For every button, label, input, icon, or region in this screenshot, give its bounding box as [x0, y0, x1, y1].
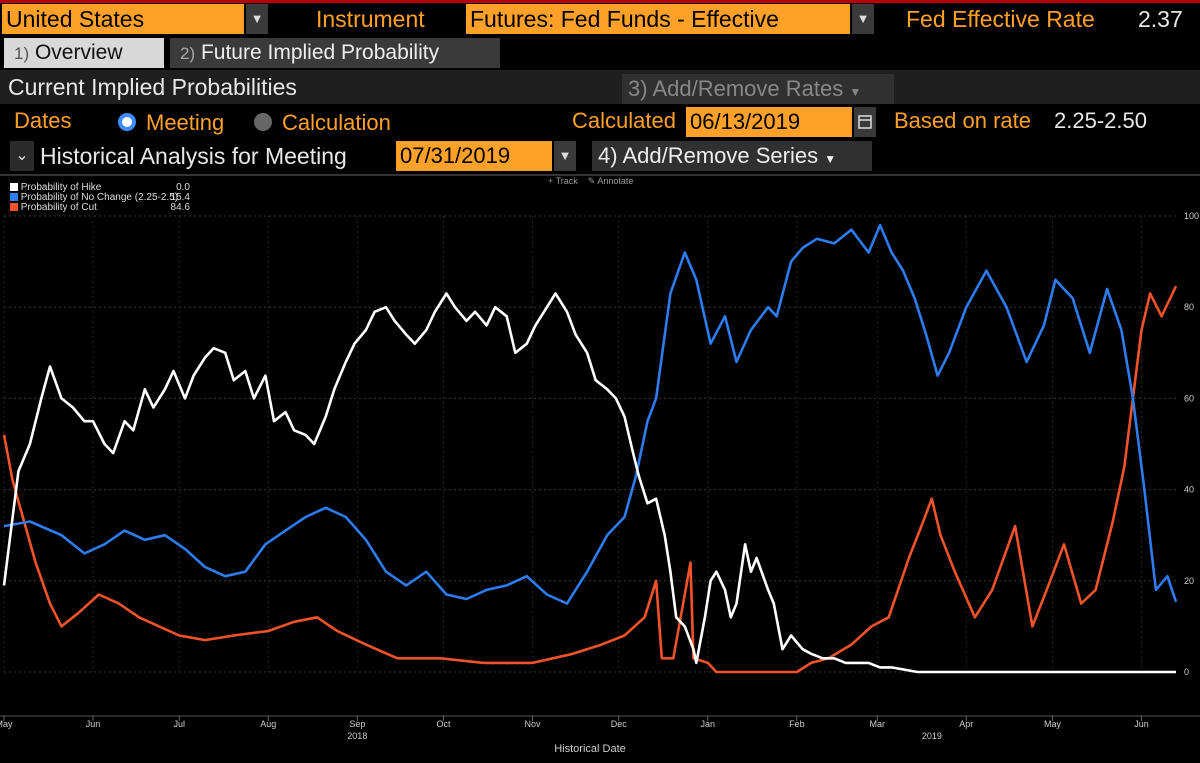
y-tick-label: 60 — [1184, 393, 1194, 403]
add-remove-series-label: 4) Add/Remove Series — [598, 143, 819, 168]
series-line-hike — [2, 292, 1176, 674]
tab-future-implied-probability[interactable]: 2) Future Implied Probability — [170, 38, 500, 68]
chevron-down-icon: ▼ — [849, 85, 862, 99]
rate-label: Fed Effective Rate — [906, 6, 1095, 32]
x-tick-label: Nov — [525, 719, 542, 729]
collapse-chevron-icon[interactable]: ⌄ — [10, 141, 34, 171]
x-tick-label: Oct — [436, 719, 451, 729]
chart-toolbar: + Track ✎ Annotate — [548, 176, 633, 187]
legend-label-nochange: Probability of No Change (2.25-2.5) — [20, 192, 179, 203]
x-tick-label: Feb — [789, 719, 805, 729]
probability-chart: 0 20 40 60 80 100 May Jun Jul Aug Sep Oct Nov Dec Jan F… — [0, 211, 1200, 755]
calendar-icon-svg — [858, 115, 872, 129]
calculated-label: Calculated — [572, 108, 676, 133]
instrument-label: Instrument — [316, 6, 425, 32]
y-tick-label: 0 — [1184, 667, 1189, 677]
add-remove-rates-button[interactable]: 3) Add/Remove Rates ▼ — [622, 74, 894, 104]
dates-label: Dates — [14, 108, 72, 133]
based-on-value: 2.25-2.50 — [1054, 108, 1147, 133]
y-tick-label: 80 — [1184, 302, 1194, 312]
historical-label: Historical Analysis for Meeting — [40, 143, 347, 169]
legend-item-hike: Probability of Hike 0.0 — [10, 183, 190, 193]
legend-swatch-cut — [10, 203, 18, 212]
chevron-down-icon: ▼ — [824, 152, 837, 166]
x-axis-title: Historical Date — [554, 743, 626, 755]
legend-swatch-nochange — [10, 193, 18, 202]
series-line-nochange — [3, 223, 1178, 605]
x-tick-label: Sep — [349, 719, 365, 729]
instrument-dropdown-button[interactable]: ▼ — [852, 4, 874, 34]
y-tick-label: 20 — [1184, 576, 1194, 586]
country-dropdown-button[interactable]: ▼ — [246, 4, 268, 34]
x-tick-label: Jan — [701, 719, 716, 729]
add-remove-rates-label: 3) Add/Remove Rates — [628, 76, 844, 101]
instrument-select[interactable]: Futures: Fed Funds - Effective — [466, 4, 850, 34]
x-tick-label: Jul — [173, 719, 185, 729]
tab-fip-number: 2) — [180, 44, 196, 63]
x-tick-label: Jun — [1134, 719, 1149, 729]
x-tick-label: May — [0, 719, 13, 729]
tab-overview-label: Overview — [34, 41, 123, 64]
legend-item-cut: Probability of Cut 84.6 — [10, 203, 190, 213]
x-year-label: 2019 — [922, 731, 942, 741]
radio-calculation-icon[interactable] — [254, 113, 272, 131]
country-select[interactable]: United States — [2, 4, 244, 34]
x-tick-label: Jun — [86, 719, 101, 729]
meeting-date-input[interactable]: 07/31/2019 — [396, 141, 552, 171]
radio-meeting-icon[interactable] — [118, 113, 136, 131]
legend-swatch-hike — [10, 183, 18, 192]
tab-fip-label: Future Implied Probability — [200, 41, 440, 64]
radio-meeting-label[interactable]: Meeting — [146, 110, 225, 135]
tab-overview-number: 1) — [14, 44, 30, 63]
calendar-icon[interactable] — [854, 107, 876, 137]
x-tick-label: Dec — [611, 719, 628, 729]
legend-value-cut: 84.6 — [170, 202, 190, 213]
track-button[interactable]: + Track — [548, 176, 578, 186]
series-line-cut — [2, 285, 1178, 674]
y-tick-label: 100 — [1184, 211, 1199, 221]
x-tick-label: Mar — [870, 719, 886, 729]
y-tick-label: 40 — [1184, 485, 1194, 495]
chart-legend: Probability of Hike 0.0 Probability of No… — [10, 183, 190, 213]
legend-value-nochange: 15.4 — [170, 192, 190, 203]
rate-value: 2.37 — [1138, 6, 1183, 32]
calculated-date-input[interactable]: 06/13/2019 — [686, 107, 852, 137]
legend-label-cut: Probability of Cut — [20, 202, 97, 213]
based-on-label: Based on rate — [894, 108, 1031, 133]
legend-item-nochange: Probability of No Change (2.25-2.5) 15.4 — [10, 193, 190, 203]
annotate-label: Annotate — [597, 176, 634, 186]
legend-value-hike: 0.0 — [176, 182, 190, 193]
annotate-button[interactable]: ✎ Annotate — [587, 176, 634, 186]
top-accent-strip — [0, 0, 1200, 3]
x-tick-label: Aug — [260, 719, 276, 729]
meeting-date-dropdown[interactable]: ▼ — [554, 141, 576, 171]
add-remove-series-button[interactable]: 4) Add/Remove Series ▼ — [592, 141, 872, 171]
tab-overview[interactable]: 1) Overview — [4, 38, 164, 68]
chart-top-border — [0, 174, 1200, 176]
x-tick-label: Apr — [959, 719, 973, 729]
radio-calculation-label[interactable]: Calculation — [282, 110, 391, 135]
x-year-label: 2018 — [347, 731, 367, 741]
legend-label-hike: Probability of Hike — [20, 182, 102, 193]
track-label: Track — [555, 176, 578, 186]
section-title: Current Implied Probabilities — [8, 74, 297, 100]
section-title-bar — [0, 70, 1200, 104]
x-tick-label: May — [1044, 719, 1062, 729]
